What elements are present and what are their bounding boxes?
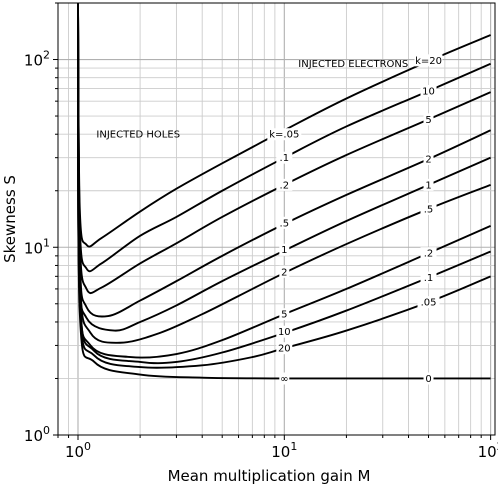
curve-0 — [77, 2, 491, 380]
electron-curve-label-bg — [423, 372, 434, 385]
y-tick-label: 101 — [24, 236, 50, 257]
electron-curve-label: .5 — [424, 204, 434, 215]
annotation: INJECTED HOLES — [96, 130, 180, 141]
x-tick-label: 101 — [271, 440, 297, 461]
electron-curve-label-bg — [423, 113, 434, 126]
electron-curve-label: 2 — [425, 155, 431, 166]
electron-curve-label: .1 — [424, 273, 434, 284]
electron-curve-label-bg — [420, 271, 437, 284]
hole-curve-label: 1 — [281, 245, 287, 256]
hole-curve-label: .5 — [280, 218, 290, 229]
y-axis-title-text: Skewness S — [1, 175, 19, 263]
hole-curve-label-bg — [279, 265, 290, 278]
ticks: 100101102100101102 — [24, 2, 498, 461]
hole-curve-label: 20 — [278, 344, 291, 355]
electron-curve-label: 1 — [425, 180, 431, 191]
x-tick-label: 100 — [65, 440, 91, 461]
plot-frame — [57, 2, 496, 436]
hole-curve-label-bg — [279, 308, 290, 321]
hole-curve-label-bg — [276, 178, 293, 191]
hole-curve-label-bg — [276, 151, 293, 164]
electron-curve-label-bg — [417, 296, 440, 309]
electron-curve-label-bg — [423, 153, 434, 166]
hole-curve-label-bg — [276, 216, 293, 229]
y-tick-label: 102 — [24, 49, 50, 70]
hole-curve-label: 5 — [281, 310, 287, 321]
electron-curve-label: 10 — [422, 86, 435, 97]
hole-curve-label: .1 — [280, 153, 290, 164]
x-axis-title-text: Mean multiplication gain M — [168, 467, 371, 485]
hole-curve-label-bg — [279, 243, 290, 256]
x-axis-title: Mean multiplication gain M — [168, 467, 371, 485]
x-tick-label: 102 — [478, 440, 498, 461]
hole-curve-label: 10 — [278, 327, 291, 338]
electron-curve-label: .2 — [424, 249, 434, 260]
electron-curve-label-bg — [420, 202, 437, 215]
hole-curve-label-bg — [279, 372, 290, 385]
hole-curve-label: k=.05 — [269, 130, 299, 141]
electron-curve-label: k=20 — [415, 56, 442, 67]
electron-curve-label-bg — [423, 178, 434, 191]
hole-curve-label-bg — [276, 342, 293, 355]
curves — [77, 2, 492, 380]
hole-curve-label-bg — [267, 128, 302, 141]
electron-curve-label-bg — [420, 247, 437, 260]
hole-curve-label: ∞ — [280, 374, 288, 385]
electron-curve-label: 0 — [425, 374, 431, 385]
y-axis-title: Skewness S — [1, 175, 19, 263]
electron-curve-label-bg — [414, 54, 443, 67]
hole-curve-label: 2 — [281, 267, 287, 278]
electron-curve-label: 5 — [425, 115, 431, 126]
hole-curve-label: .2 — [280, 180, 290, 191]
electron-curve-label-bg — [420, 84, 437, 97]
annotation: INJECTED ELECTRONS — [298, 59, 408, 70]
electron-curve-label: .05 — [421, 298, 437, 309]
hole-curve-label-bg — [276, 325, 293, 338]
y-tick-label: 100 — [24, 424, 50, 445]
curve-labels: k=20 10 5 2 1 .5 .2 .1 .05 0 k=.05 .1 .2 .5 1 2 5 10 20 ∞ IN… — [96, 54, 443, 385]
